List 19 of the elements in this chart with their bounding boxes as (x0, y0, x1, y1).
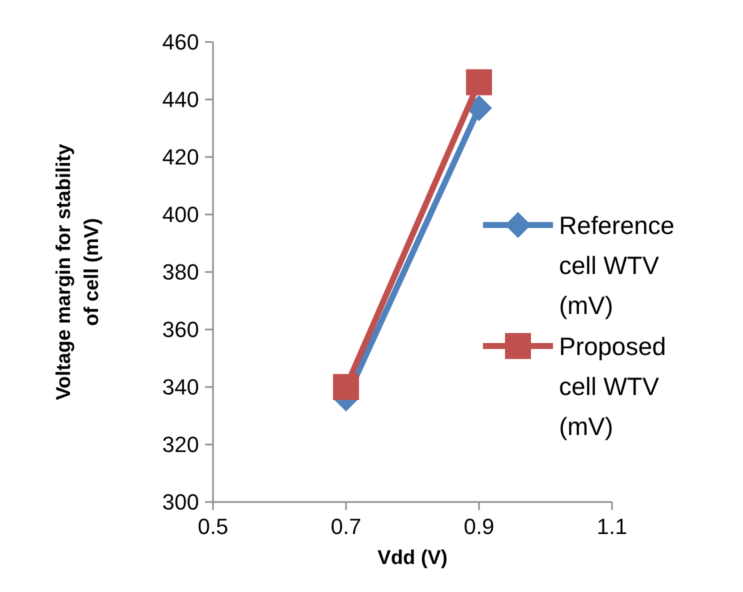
x-axis-title: Vdd (V) (378, 547, 448, 569)
y-tick-label: 440 (162, 87, 199, 112)
point (333, 374, 359, 400)
x-tick-label: 0.7 (330, 514, 362, 539)
legend-label: Proposed cell WTV (mV) (559, 332, 666, 441)
y-tick-label: 420 (162, 144, 199, 170)
legend-label: Reference cell WTV (mV) (559, 212, 674, 320)
y-tick-label: 380 (162, 260, 199, 285)
y-tick-label: 320 (162, 432, 199, 458)
point (466, 69, 492, 96)
y-tick-label: 300 (162, 490, 199, 515)
x-tick-label: 0.5 (198, 514, 228, 539)
y-axis-title: Voltage margin for stability of cell (mV) (53, 142, 103, 400)
y-tick-label: 460 (162, 30, 199, 55)
y-tick-label: 400 (162, 202, 199, 228)
y-tick-label: 360 (162, 317, 199, 342)
x-tick-label: 1.1 (596, 514, 628, 539)
x-tick-label: 0.9 (464, 514, 494, 539)
y-tick-label: 340 (162, 374, 199, 400)
